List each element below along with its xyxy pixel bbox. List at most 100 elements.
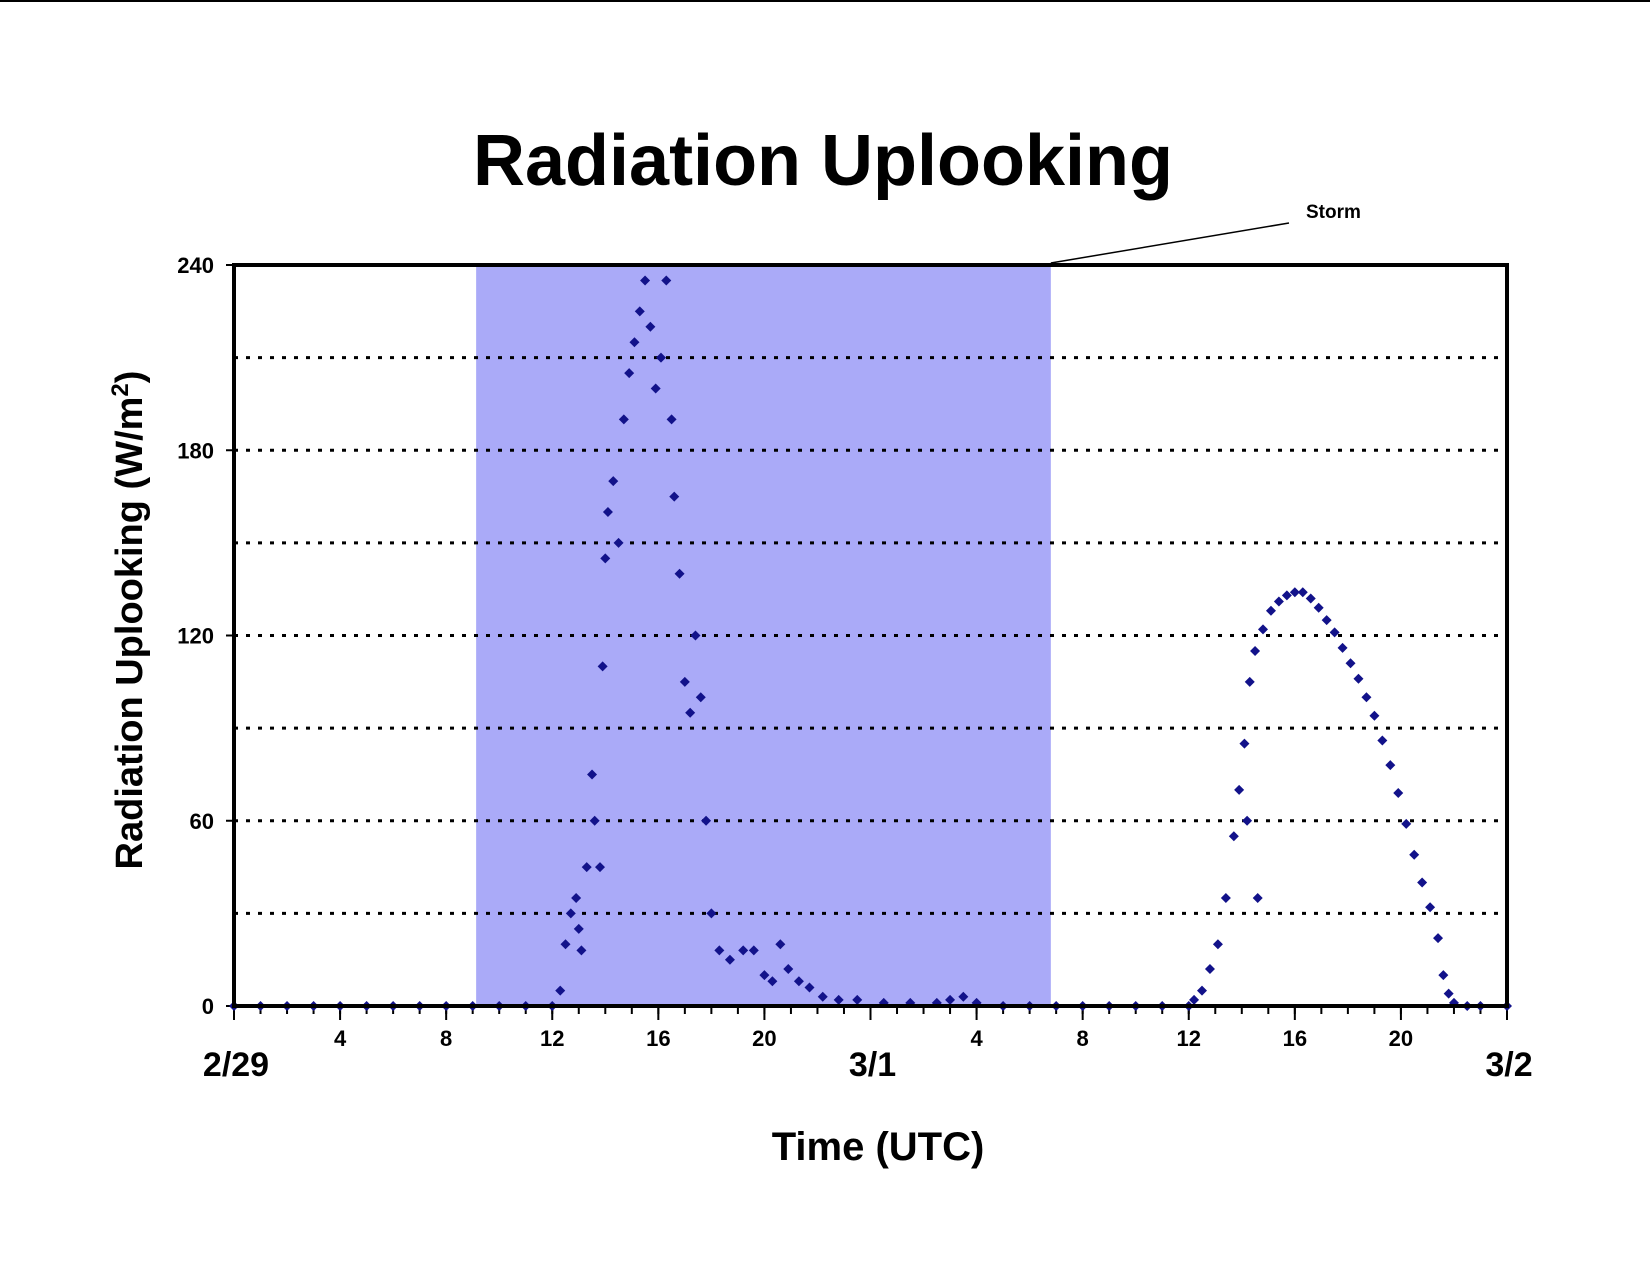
y-axis-label-sup: 2 — [107, 383, 134, 396]
point — [629, 337, 640, 348]
point — [674, 568, 685, 579]
point — [1265, 605, 1276, 616]
point — [1297, 587, 1308, 598]
y-axis-label-end: ) — [109, 371, 151, 384]
point — [1242, 815, 1253, 826]
point — [817, 991, 828, 1002]
point — [1438, 970, 1449, 981]
point — [1433, 933, 1444, 944]
point — [695, 692, 706, 703]
y-tick-label: 240 — [177, 253, 214, 278]
point — [1409, 849, 1420, 860]
y-tick-label: 120 — [177, 624, 214, 649]
point — [1244, 676, 1255, 687]
point — [571, 892, 582, 903]
point — [738, 945, 749, 956]
point — [581, 862, 592, 873]
x-tick-label: 20 — [1389, 1026, 1413, 1051]
point — [1393, 787, 1404, 798]
plot-frame — [232, 263, 1509, 1008]
point — [1212, 939, 1223, 950]
point — [573, 923, 584, 934]
point — [783, 963, 794, 974]
point — [1401, 818, 1412, 829]
point — [594, 862, 605, 873]
point — [1353, 673, 1364, 684]
point — [1337, 642, 1348, 653]
point — [1281, 590, 1292, 601]
point — [1313, 602, 1324, 613]
point — [724, 954, 735, 965]
point — [576, 945, 587, 956]
point — [1289, 587, 1300, 598]
point — [1361, 692, 1372, 703]
point — [833, 994, 844, 1005]
point — [1228, 831, 1239, 842]
point — [1197, 985, 1208, 996]
point — [565, 908, 576, 919]
point — [555, 985, 566, 996]
x-tick-label: 4 — [970, 1026, 983, 1051]
point — [690, 630, 701, 641]
x-tick-label: 8 — [1077, 1026, 1089, 1051]
point — [706, 908, 717, 919]
point — [597, 661, 608, 672]
point — [589, 815, 600, 826]
storm-leader — [1050, 222, 1290, 264]
x-axis-label: Time (UTC) — [772, 1125, 985, 1169]
point — [600, 553, 611, 564]
point — [1234, 784, 1245, 795]
point — [1220, 892, 1231, 903]
point — [1377, 735, 1388, 746]
point — [1385, 760, 1396, 771]
point — [1239, 738, 1250, 749]
point — [1417, 877, 1428, 888]
point — [1273, 596, 1284, 607]
point — [661, 275, 672, 286]
point — [1369, 710, 1380, 721]
x-tick-label: 16 — [1283, 1026, 1307, 1051]
x-tick-label: 12 — [540, 1026, 564, 1051]
point — [945, 994, 956, 1005]
point — [634, 306, 645, 317]
point — [714, 945, 725, 956]
point — [1189, 994, 1200, 1005]
x-tick-label: 20 — [752, 1026, 776, 1051]
x-tick-label: 12 — [1177, 1026, 1201, 1051]
chart-title: Radiation Uplooking — [473, 121, 1173, 201]
point — [669, 491, 680, 502]
x-tick-label: 8 — [440, 1026, 452, 1051]
point — [1305, 593, 1316, 604]
y-tick-label: 0 — [202, 994, 214, 1019]
y-tick-label: 60 — [190, 809, 214, 834]
point — [560, 939, 571, 950]
point — [685, 707, 696, 718]
point — [958, 991, 969, 1002]
point — [1252, 892, 1263, 903]
y-tick-label: 180 — [177, 438, 214, 463]
point — [1258, 624, 1269, 635]
point — [1204, 963, 1215, 974]
point — [618, 414, 629, 425]
point — [1329, 627, 1340, 638]
point — [852, 994, 863, 1005]
date-label: 3/2 — [1485, 1046, 1532, 1084]
point — [645, 321, 656, 332]
point — [587, 769, 598, 780]
point — [1321, 615, 1332, 626]
point — [767, 976, 778, 987]
point — [655, 352, 666, 363]
point — [666, 414, 677, 425]
date-label: 3/1 — [849, 1046, 896, 1084]
point — [608, 476, 619, 487]
storm-label: Storm — [1306, 202, 1361, 223]
y-axis-label-text: Radiation Uplooking (W/m — [109, 397, 151, 870]
point — [748, 945, 759, 956]
point — [793, 976, 804, 987]
point — [679, 676, 690, 687]
point — [1443, 988, 1454, 999]
point — [640, 275, 651, 286]
point — [602, 507, 613, 517]
point — [775, 939, 786, 950]
